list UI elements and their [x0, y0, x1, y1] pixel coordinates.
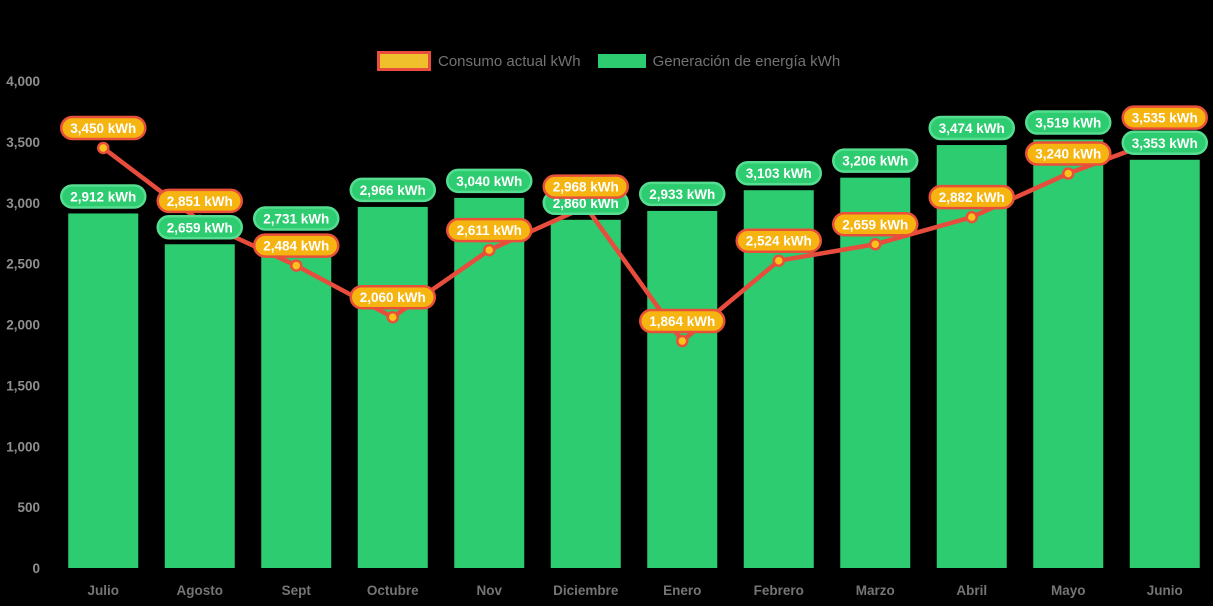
consumption-point-octubre[interactable]	[386, 310, 399, 324]
generation-label-junio	[1121, 130, 1208, 156]
consumption-label-mayo	[1025, 141, 1112, 166]
generation-label-julio	[60, 184, 147, 209]
consumption-label-junio	[1121, 105, 1208, 130]
x-axis-label-nov: Nov	[476, 583, 502, 598]
consumption-label-octubre-text: 2,060 kWh	[360, 290, 426, 305]
x-axis-label-agosto: Agosto	[177, 583, 224, 598]
x-axis-label-abril: Abril	[956, 583, 987, 598]
consumption-label-enero	[639, 308, 726, 334]
consumption-label-enero-text: 1,864 kWh	[649, 314, 715, 329]
generation-label-octubre-text: 2,966 kWh	[360, 183, 426, 198]
generation-label-junio-text: 3,353 kWh	[1132, 136, 1198, 151]
generation-label-octubre	[349, 177, 436, 203]
generation-bar-junio[interactable]	[1129, 159, 1200, 568]
y-axis-tick-3,000: 3,000	[6, 196, 40, 211]
consumption-label-abril-text: 2,882 kWh	[939, 190, 1005, 205]
generation-legend-swatch	[597, 54, 646, 68]
generation-bar-julio[interactable]	[68, 213, 139, 569]
consumption-point-sept[interactable]	[290, 259, 303, 272]
generation-label-agosto	[156, 215, 243, 240]
x-axis-label-octubre: Octubre	[367, 583, 419, 598]
consumption-point-enero[interactable]	[676, 334, 689, 348]
generation-label-julio-text: 2,912 kWh	[70, 189, 136, 204]
generation-label-abril	[928, 115, 1015, 141]
generation-bar-diciembre[interactable]	[550, 219, 621, 569]
consumption-label-nov	[446, 217, 533, 243]
generation-bar-sept[interactable]	[261, 235, 332, 569]
y-axis-tick-1,500: 1,500	[6, 378, 40, 393]
generation-bar-enero[interactable]	[647, 210, 718, 568]
generation-label-nov-text: 3,040 kWh	[456, 174, 522, 189]
consumption-label-marzo-text: 2,659 kWh	[842, 217, 908, 232]
y-axis-tick-2,000: 2,000	[6, 318, 40, 333]
consumption-label-diciembre	[542, 174, 629, 199]
y-axis-tick-2,500: 2,500	[6, 257, 40, 272]
consumption-label-abril	[928, 184, 1015, 210]
generation-label-enero-text: 2,933 kWh	[649, 187, 715, 202]
y-axis-tick-500: 500	[17, 500, 40, 515]
consumption-point-abril[interactable]	[965, 210, 978, 224]
x-axis-label-julio: Julio	[87, 583, 119, 598]
consumption-label-junio-text: 3,535 kWh	[1132, 111, 1198, 126]
x-axis-label-febrero: Febrero	[754, 583, 804, 598]
consumption-point-nov[interactable]	[483, 243, 496, 257]
y-axis-tick-0: 0	[32, 561, 40, 576]
generation-label-sept-text: 2,731 kWh	[263, 212, 329, 227]
legend-item-generation[interactable]: Generación de energía kWh	[597, 52, 841, 71]
generation-label-abril-text: 3,474 kWh	[939, 121, 1005, 136]
generation-label-sept	[253, 206, 340, 231]
y-axis-tick-1,000: 1,000	[6, 439, 40, 454]
x-axis-label-mayo: Mayo	[1051, 583, 1086, 598]
x-axis-label-enero: Enero	[663, 583, 701, 598]
generation-label-marzo	[832, 148, 919, 173]
generation-label-mayo-text: 3,519 kWh	[1035, 116, 1101, 131]
consumption-point-febrero[interactable]	[772, 254, 785, 267]
consumption-label-octubre	[349, 284, 436, 310]
consumption-label-sept	[253, 233, 340, 258]
consumption-label-febrero	[735, 228, 822, 253]
chart-legend: Consumo actual kWh Generación de energía…	[377, 51, 840, 71]
generation-bar-febrero[interactable]	[743, 190, 814, 568]
generation-label-marzo-text: 3,206 kWh	[842, 154, 908, 169]
consumption-line	[101, 135, 1167, 344]
consumption-point-marzo[interactable]	[869, 238, 882, 251]
generation-label-febrero-text: 3,103 kWh	[746, 166, 812, 181]
y-axis-tick-4,000: 4,000	[6, 74, 40, 89]
generation-label-nov	[446, 168, 533, 194]
consumption-label-febrero-text: 2,524 kWh	[746, 234, 812, 249]
consumption-legend-swatch	[377, 51, 431, 71]
generation-label-febrero	[735, 160, 822, 186]
generation-label-mayo	[1025, 110, 1112, 135]
consumption-legend-label: Consumo actual kWh	[438, 52, 581, 70]
x-axis-label-junio: Junio	[1147, 583, 1183, 598]
consumption-label-julio-text: 3,450 kWh	[70, 121, 136, 136]
generation-bar-octubre[interactable]	[357, 206, 428, 568]
consumption-label-diciembre-text: 2,968 kWh	[553, 180, 619, 195]
consumption-label-marzo	[832, 212, 919, 237]
consumption-label-julio	[60, 115, 147, 141]
generation-label-diciembre-text: 2,860 kWh	[553, 196, 619, 211]
generation-bar-mayo[interactable]	[1033, 139, 1104, 568]
consumption-point-mayo[interactable]	[1062, 167, 1075, 180]
generation-legend-label: Generación de energía kWh	[652, 52, 841, 70]
generation-label-enero	[639, 181, 726, 207]
x-axis-label-marzo: Marzo	[856, 583, 895, 598]
consumption-label-agosto-text: 2,851 kWh	[167, 194, 233, 209]
consumption-label-sept-text: 2,484 kWh	[263, 239, 329, 254]
generation-bar-agosto[interactable]	[164, 244, 235, 568]
consumption-label-nov-text: 2,611 kWh	[457, 223, 522, 238]
legend-item-consumption[interactable]: Consumo actual kWh	[377, 51, 581, 71]
x-axis-label-diciembre: Diciembre	[553, 583, 619, 598]
x-axis-label-sept: Sept	[282, 583, 312, 598]
consumption-label-mayo-text: 3,240 kWh	[1035, 147, 1101, 162]
consumption-point-julio[interactable]	[97, 141, 110, 155]
generation-label-agosto-text: 2,659 kWh	[167, 220, 233, 235]
consumption-label-agosto	[156, 188, 243, 214]
y-axis-tick-3,500: 3,500	[6, 135, 40, 150]
generation-bar-nov[interactable]	[454, 197, 525, 568]
